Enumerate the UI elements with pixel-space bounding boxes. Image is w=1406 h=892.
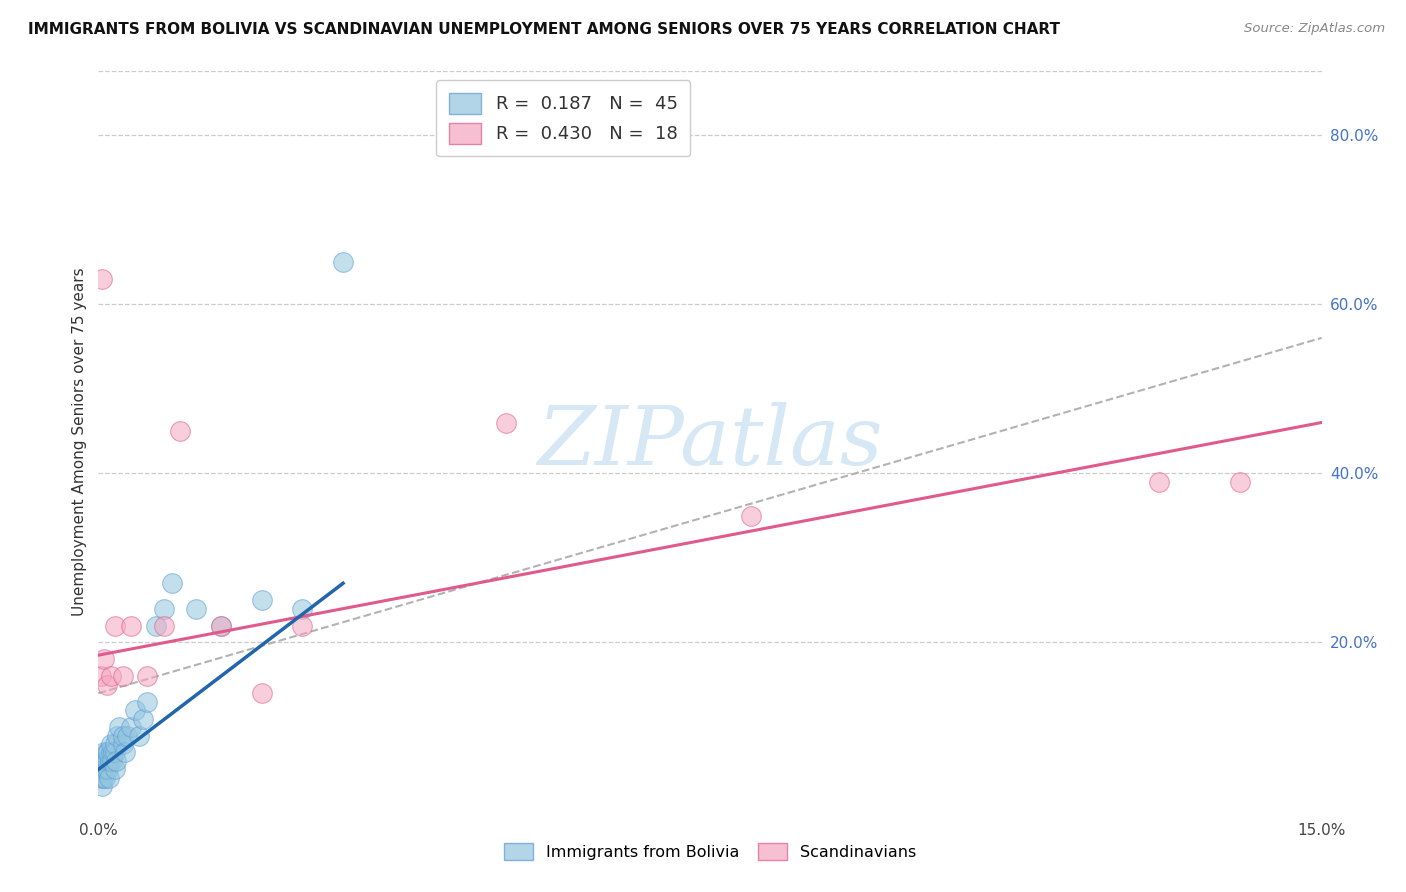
Point xyxy=(91,754,114,768)
Point xyxy=(120,618,142,632)
Point xyxy=(90,780,112,794)
Point xyxy=(104,737,127,751)
Point xyxy=(1229,475,1251,489)
Point xyxy=(96,754,118,768)
Point xyxy=(250,593,273,607)
Point xyxy=(145,618,167,632)
Point xyxy=(111,729,134,743)
Point xyxy=(94,754,117,768)
Point xyxy=(101,754,124,768)
Point xyxy=(291,618,314,632)
Point xyxy=(91,271,114,285)
Point xyxy=(115,729,138,743)
Point xyxy=(209,618,232,632)
Point xyxy=(250,686,273,700)
Point xyxy=(152,618,174,632)
Y-axis label: Unemployment Among Seniors over 75 years: Unemployment Among Seniors over 75 years xyxy=(72,268,87,615)
Point xyxy=(94,763,117,777)
Point xyxy=(98,771,121,785)
Point xyxy=(291,601,314,615)
Point xyxy=(100,737,122,751)
Point xyxy=(93,652,115,666)
Point xyxy=(1147,475,1170,489)
Point xyxy=(132,712,155,726)
Point xyxy=(104,746,127,760)
Point xyxy=(91,763,114,777)
Point xyxy=(740,508,762,523)
Point xyxy=(90,669,112,683)
Point xyxy=(111,737,134,751)
Point xyxy=(104,618,127,632)
Point xyxy=(100,746,122,760)
Point xyxy=(124,703,146,717)
Point xyxy=(332,254,354,268)
Point xyxy=(91,771,114,785)
Point xyxy=(160,576,183,591)
Point xyxy=(136,669,159,683)
Point xyxy=(128,729,150,743)
Point xyxy=(100,669,122,683)
Text: Source: ZipAtlas.com: Source: ZipAtlas.com xyxy=(1244,22,1385,36)
Point xyxy=(94,771,117,785)
Point xyxy=(111,669,134,683)
Point xyxy=(152,601,174,615)
Point xyxy=(186,601,208,615)
Point xyxy=(105,729,128,743)
Point xyxy=(136,695,159,709)
Point xyxy=(98,754,121,768)
Point xyxy=(97,746,120,760)
Text: ZIPatlas: ZIPatlas xyxy=(537,401,883,482)
Legend: Immigrants from Bolivia, Scandinavians: Immigrants from Bolivia, Scandinavians xyxy=(498,837,922,867)
Text: IMMIGRANTS FROM BOLIVIA VS SCANDINAVIAN UNEMPLOYMENT AMONG SENIORS OVER 75 YEARS: IMMIGRANTS FROM BOLIVIA VS SCANDINAVIAN … xyxy=(28,22,1060,37)
Point xyxy=(93,746,115,760)
Point xyxy=(120,720,142,734)
Point xyxy=(96,678,118,692)
Point xyxy=(101,746,124,760)
Point xyxy=(108,720,131,734)
Point xyxy=(105,754,128,768)
Point xyxy=(209,618,232,632)
Point xyxy=(495,416,517,430)
Point xyxy=(169,424,191,438)
Point xyxy=(93,763,115,777)
Point xyxy=(90,771,112,785)
Point xyxy=(96,746,118,760)
Point xyxy=(104,763,127,777)
Point xyxy=(114,746,136,760)
Point xyxy=(89,763,111,777)
Point xyxy=(97,763,120,777)
Point xyxy=(91,754,114,768)
